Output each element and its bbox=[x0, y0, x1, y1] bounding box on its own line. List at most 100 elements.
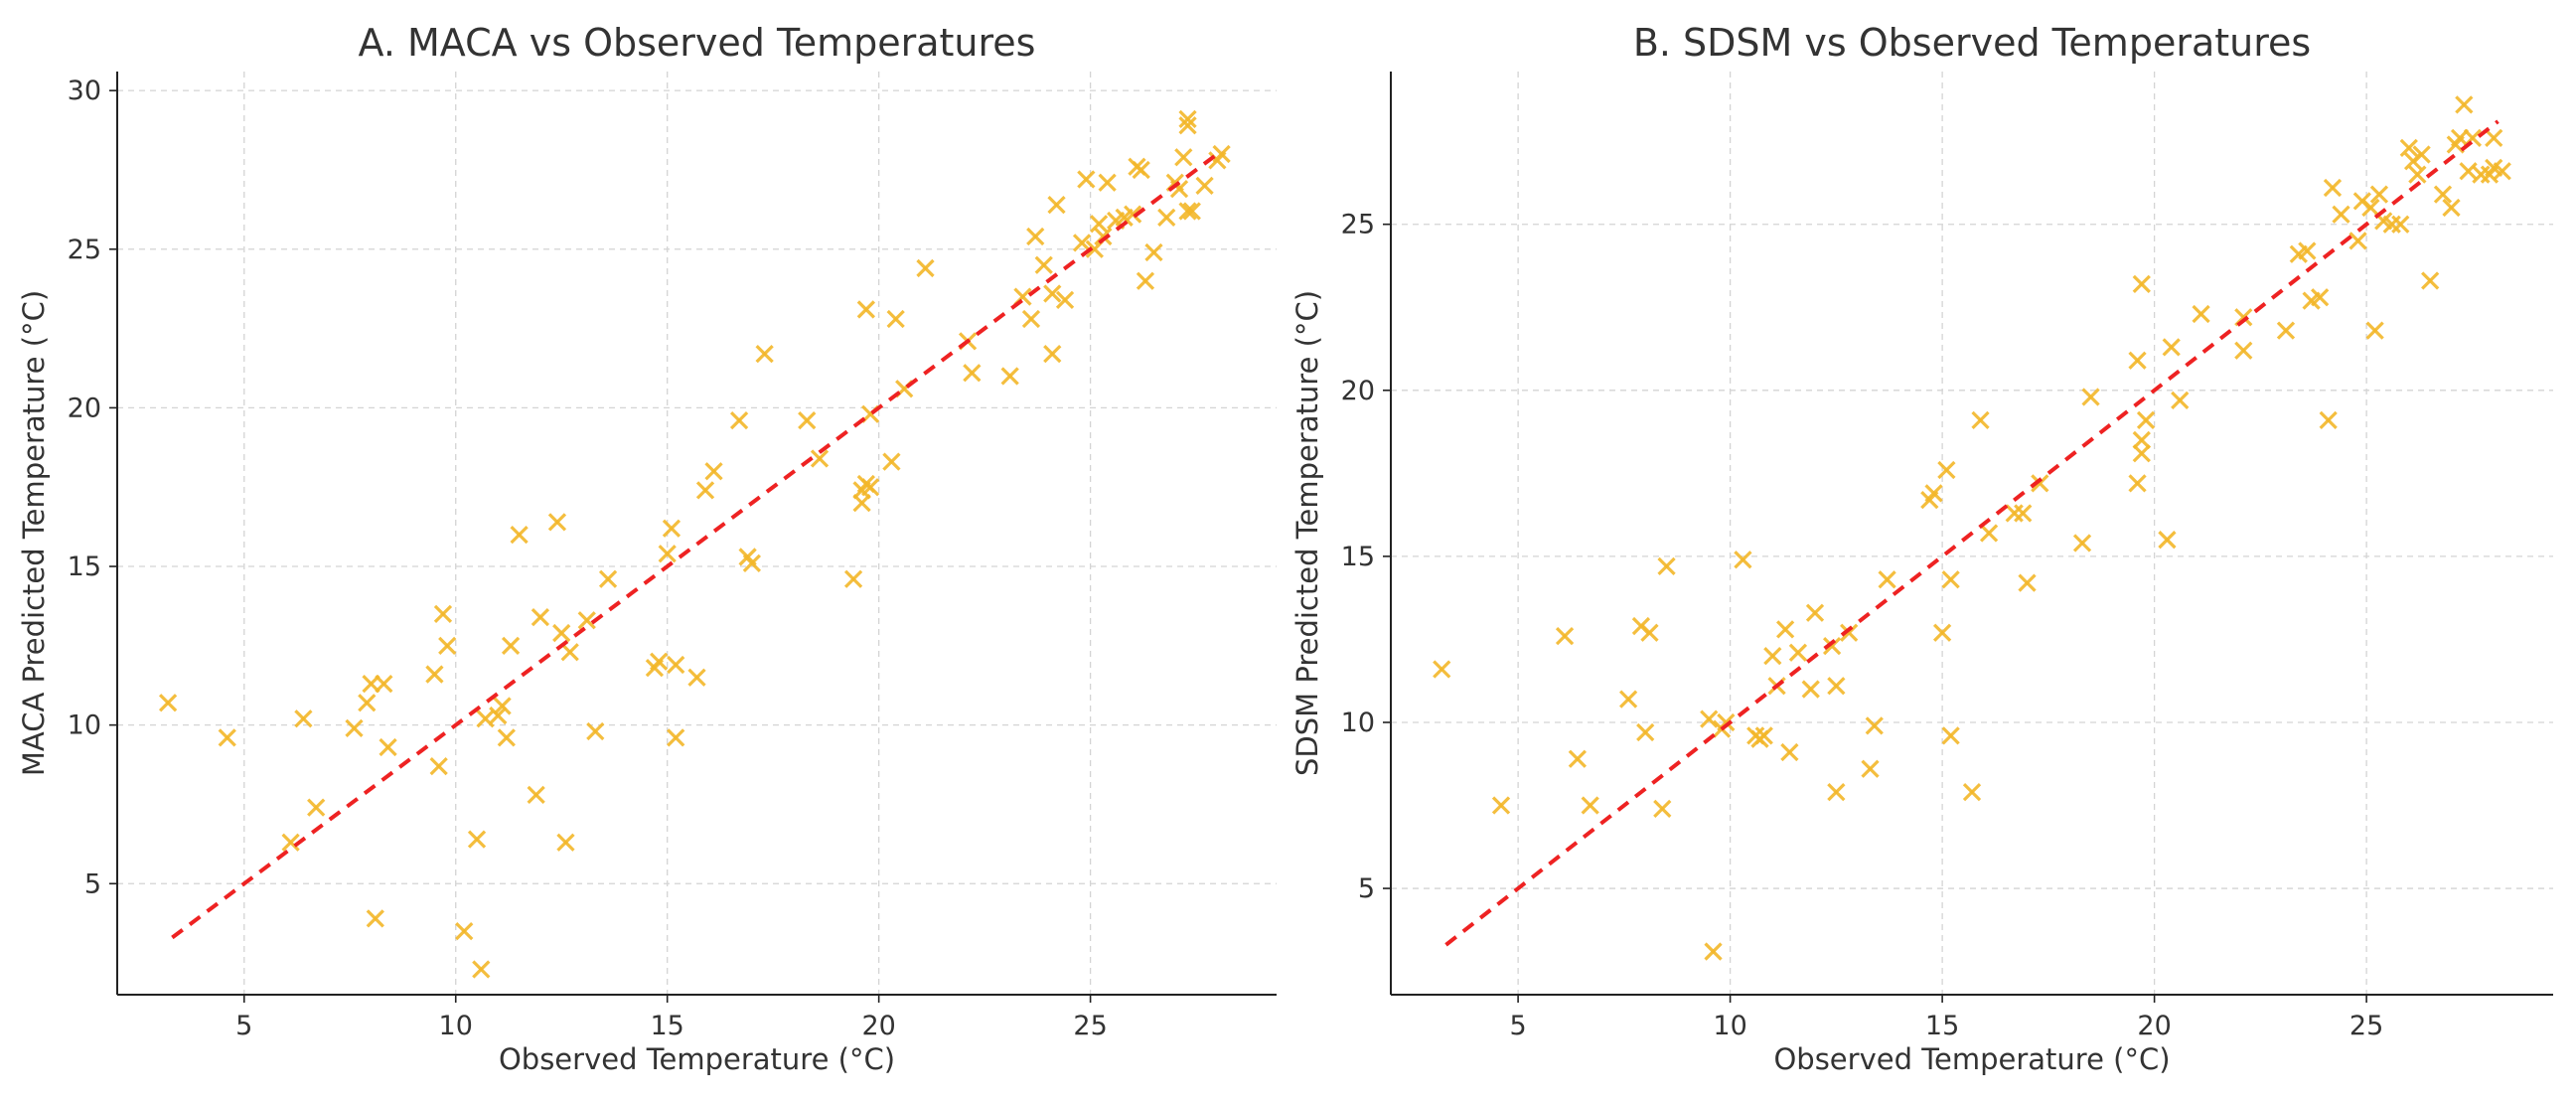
chart-0-point-31-stroke-b bbox=[586, 721, 605, 741]
chart-0-point-71 bbox=[1077, 170, 1096, 189]
chart-0-point-1 bbox=[218, 728, 236, 747]
chart-0-point-8 bbox=[366, 909, 384, 928]
chart-0-point-89 bbox=[1178, 116, 1197, 135]
chart-0-point-64 bbox=[1026, 227, 1045, 246]
chart-0-point-70-stroke-b bbox=[1072, 234, 1092, 252]
chart-1-point-2-stroke-b bbox=[1555, 626, 1575, 646]
chart-0-point-45-stroke-b bbox=[755, 344, 774, 364]
chart-0-y-tick-label-4: 25 bbox=[68, 235, 101, 265]
chart-0-point-41-stroke-b bbox=[704, 462, 723, 481]
chart-0-point-56-stroke-b bbox=[886, 309, 905, 329]
chart-0-x-tick-label-3: 20 bbox=[861, 1011, 895, 1041]
chart-1-point-82-stroke-b bbox=[2442, 198, 2461, 218]
chart-1-point-3-stroke-b bbox=[1568, 749, 1588, 768]
chart-1-point-85 bbox=[2455, 95, 2474, 114]
chart-0-point-38 bbox=[667, 728, 685, 747]
chart-1-point-65 bbox=[2319, 410, 2338, 430]
chart-1-point-75-stroke-b bbox=[2391, 215, 2410, 234]
chart-0-point-3 bbox=[294, 709, 313, 728]
chart-1-point-27-stroke-b bbox=[1827, 677, 1846, 696]
chart-0-point-3-stroke-b bbox=[294, 709, 313, 728]
chart-0-point-91-stroke-b bbox=[1195, 176, 1214, 196]
chart-0-point-36 bbox=[662, 519, 682, 538]
chart-1-point-65-stroke-b bbox=[2319, 410, 2338, 430]
chart-0-point-24 bbox=[527, 785, 545, 805]
chart-1-point-22-stroke-b bbox=[1780, 742, 1799, 762]
chart-0-point-2-stroke-b bbox=[281, 833, 300, 852]
chart-0-y-tick-label-1: 10 bbox=[68, 710, 101, 741]
panel-b-sdsm: 5 10 15 20 25 5 10 15 20 25 B. SDSM vs Observed Te… bbox=[1290, 21, 2553, 1076]
chart-1-point-1 bbox=[1491, 796, 1511, 815]
chart-1-point-67 bbox=[2332, 205, 2350, 224]
chart-1-point-60-stroke-b bbox=[2276, 321, 2296, 340]
chart-1-point-47 bbox=[2081, 388, 2100, 406]
chart-0-point-87 bbox=[1178, 202, 1197, 221]
chart-0-point-88-stroke-b bbox=[1178, 109, 1197, 129]
chart-0-point-93 bbox=[1212, 144, 1231, 164]
chart-1-point-15-stroke-b bbox=[1734, 551, 1752, 569]
chart-0-point-44-stroke-b bbox=[742, 553, 761, 572]
chart-1-point-66 bbox=[2323, 178, 2343, 198]
chart-1-point-12-stroke-b bbox=[1704, 942, 1723, 961]
chart-0-point-89-stroke-b bbox=[1178, 116, 1197, 135]
chart-0-point-29-stroke-b bbox=[560, 643, 579, 662]
chart-1-point-7 bbox=[1636, 722, 1655, 742]
chart-1-point-46-stroke-b bbox=[2072, 534, 2092, 552]
chart-0-point-48 bbox=[843, 569, 863, 588]
chart-1-y-tick-label-0: 5 bbox=[1358, 873, 1375, 904]
chart-0-point-11-stroke-b bbox=[425, 665, 444, 684]
chart-1-point-43 bbox=[2014, 504, 2033, 523]
chart-0-point-39-stroke-b bbox=[687, 668, 706, 687]
chart-0-point-25 bbox=[530, 607, 550, 627]
chart-0-point-86 bbox=[1174, 148, 1193, 167]
chart-0-point-53-stroke-b bbox=[860, 478, 880, 497]
chart-0-point-56 bbox=[886, 309, 905, 329]
chart-1-point-92-stroke-b bbox=[2480, 165, 2500, 184]
chart-0-point-23-stroke-b bbox=[510, 525, 529, 545]
chart-1-point-30 bbox=[1861, 759, 1880, 778]
chart-1-point-45-stroke-b bbox=[2031, 474, 2049, 493]
chart-0-point-37-stroke-b bbox=[667, 655, 685, 675]
chart-1-point-79 bbox=[2412, 145, 2431, 164]
chart-0-point-44 bbox=[742, 553, 761, 572]
chart-0-point-55-stroke-b bbox=[882, 452, 901, 471]
chart-1-point-46 bbox=[2072, 534, 2092, 552]
chart-0-point-81-stroke-b bbox=[1136, 271, 1155, 290]
chart-1-point-82 bbox=[2442, 198, 2461, 218]
chart-0-point-66-stroke-b bbox=[1043, 284, 1062, 303]
chart-0-point-45 bbox=[755, 344, 774, 364]
chart-1-point-89-stroke-b bbox=[2485, 128, 2503, 147]
chart-1-point-2 bbox=[1555, 626, 1575, 646]
chart-0-point-14-stroke-b bbox=[438, 636, 457, 655]
chart-1-point-34 bbox=[1924, 484, 1943, 503]
chart-1-point-10 bbox=[1657, 556, 1676, 576]
chart-0-point-58 bbox=[916, 258, 935, 278]
chart-0-point-13-stroke-b bbox=[433, 604, 453, 624]
chart-0-y-tick-label-0: 5 bbox=[84, 868, 101, 899]
chart-1-point-25-stroke-b bbox=[1805, 603, 1825, 622]
chart-1-fit-line bbox=[1444, 119, 2500, 947]
chart-0-point-91 bbox=[1195, 176, 1214, 196]
chart-0-point-0 bbox=[158, 694, 178, 712]
chart-0-point-65-stroke-b bbox=[1034, 255, 1053, 274]
chart-1-point-41-stroke-b bbox=[1979, 524, 1999, 543]
chart-0-point-21 bbox=[497, 728, 516, 747]
chart-1-point-86 bbox=[2459, 162, 2478, 181]
chart-1-point-38 bbox=[1941, 570, 1960, 589]
chart-0-point-8-stroke-b bbox=[366, 909, 384, 928]
chart-1-point-40-stroke-b bbox=[1971, 410, 1990, 430]
chart-0-point-60 bbox=[963, 364, 982, 383]
chart-0-point-55 bbox=[882, 452, 901, 471]
chart-1-point-89 bbox=[2485, 128, 2503, 147]
chart-0-point-18-stroke-b bbox=[476, 709, 495, 728]
chart-1-point-56-stroke-b bbox=[2171, 391, 2190, 409]
chart-1-point-12 bbox=[1704, 942, 1723, 961]
chart-1-point-76-stroke-b bbox=[2399, 138, 2418, 157]
chart-0-point-58-stroke-b bbox=[916, 258, 935, 278]
chart-0-x-tick-label-0: 5 bbox=[235, 1011, 252, 1041]
chart-1-point-9 bbox=[1653, 799, 1672, 818]
chart-0-point-22 bbox=[501, 636, 521, 655]
chart-1-point-43-stroke-b bbox=[2014, 504, 2033, 523]
chart-1-point-73-stroke-b bbox=[2374, 212, 2393, 231]
